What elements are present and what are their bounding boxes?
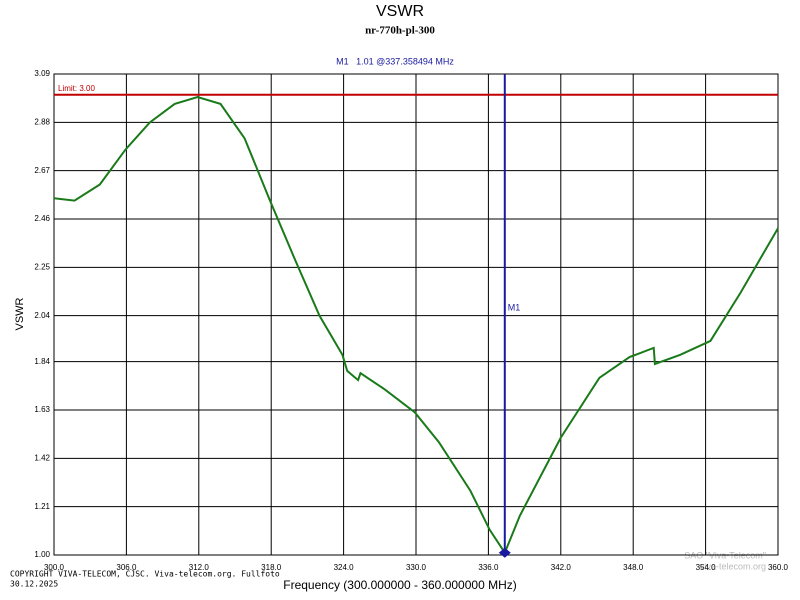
- marker-label: M1: [508, 302, 521, 312]
- x-tick-label: 360.0: [768, 563, 789, 572]
- marker-annotation: M1 1.01 @337.358494 MHz: [336, 56, 454, 66]
- x-tick-label: 336.0: [478, 563, 499, 572]
- limit-label: Limit: 3.00: [58, 84, 95, 93]
- chart-subtitle: nr-770h-pl-300: [365, 25, 435, 37]
- date: 30.12.2025: [10, 580, 58, 589]
- watermark: viva-telecom.org: [700, 561, 766, 571]
- x-tick-label: 330.0: [406, 563, 427, 572]
- y-tick-label: 2.04: [34, 311, 50, 320]
- y-tick-label: 2.88: [34, 117, 50, 126]
- series-line: [53, 95, 779, 555]
- y-axis-label: VSWR: [14, 297, 26, 330]
- y-tick-label: 1.63: [34, 405, 50, 414]
- y-tick-label: 2.46: [34, 214, 50, 223]
- chart-title: VSWR: [376, 3, 424, 20]
- y-tick-label: 1.84: [34, 357, 50, 366]
- y-tick-label: 2.25: [34, 262, 50, 271]
- plot-frame: [53, 73, 779, 556]
- x-tick-label: 306.0: [116, 563, 137, 572]
- x-tick-label: 324.0: [334, 563, 355, 572]
- y-tick-label: 3.09: [34, 69, 50, 78]
- x-tick-label: 318.0: [261, 563, 282, 572]
- y-tick-label: 1.21: [34, 502, 50, 511]
- x-tick-label: 300.0: [44, 563, 65, 572]
- y-tick-label: 1.42: [34, 453, 50, 462]
- x-tick-label: 348.0: [623, 563, 644, 572]
- x-tick-label: 312.0: [189, 563, 210, 572]
- marker-point: [498, 547, 511, 558]
- x-axis-label: Frequency (300.000000 - 360.000000 MHz): [283, 578, 516, 592]
- x-tick-label: 354.0: [696, 563, 717, 572]
- y-tick-label: 1.00: [34, 550, 50, 559]
- copyright: COPYRIGHT VIVA-TELECOM, CJSC. Viva-telec…: [10, 570, 280, 579]
- x-tick-label: 342.0: [551, 563, 572, 572]
- y-tick-label: 2.67: [34, 166, 50, 175]
